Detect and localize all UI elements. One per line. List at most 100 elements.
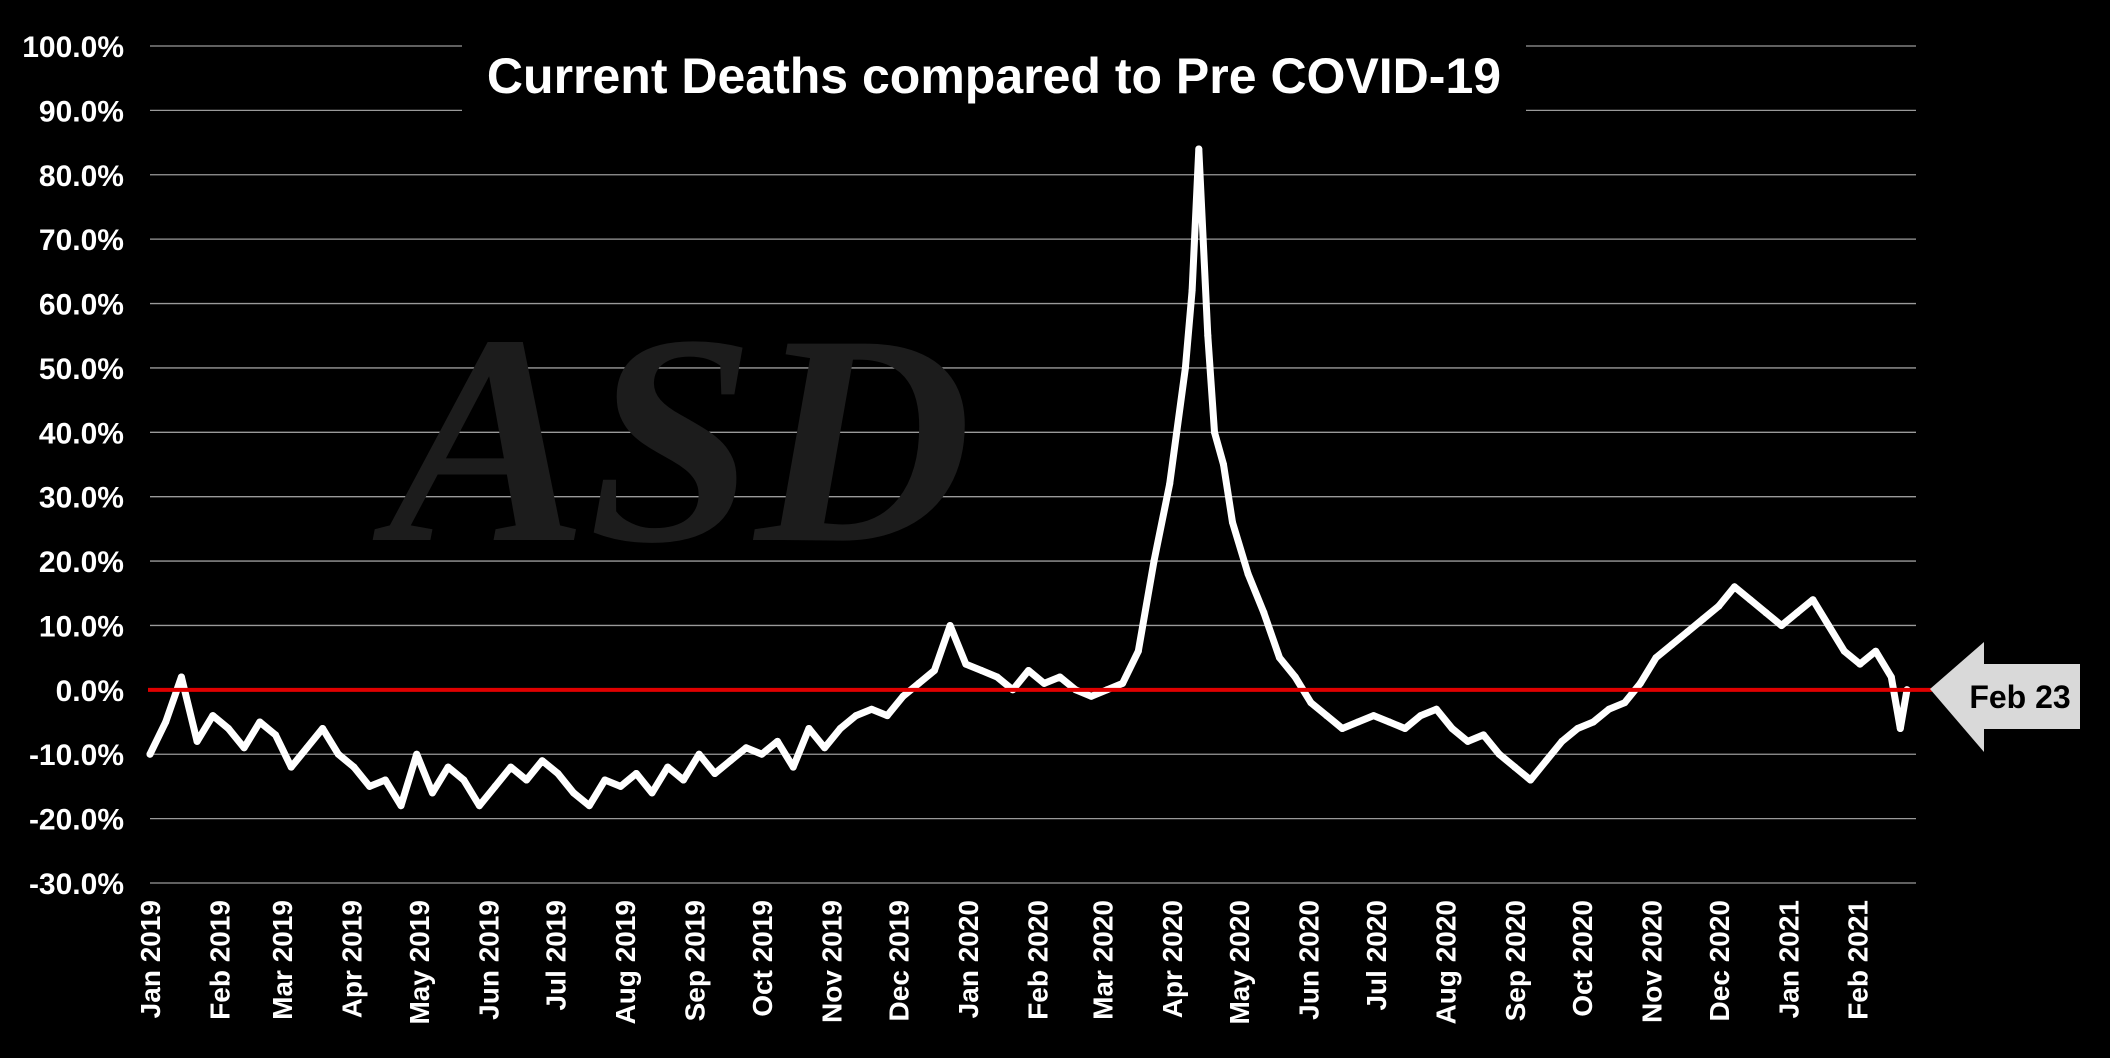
x-tick-label: Aug 2020 [1430,900,1461,1025]
data-point [601,776,609,784]
data-point [224,725,232,732]
data-point [350,763,358,771]
data-point [1683,628,1691,636]
data-point [1887,673,1895,681]
data-point [570,789,578,797]
data-point [240,744,248,752]
data-point [1731,583,1738,591]
data-point [381,776,389,784]
data-point [695,750,703,758]
data-point [523,776,530,784]
data-point [1195,145,1203,153]
chart-title-text: Current Deaths compared to Pre COVID-19 [487,48,1501,104]
data-point [632,770,640,777]
data-point [1840,647,1848,655]
data-point [1220,461,1227,468]
x-tick-label: Apr 2020 [1157,900,1188,1018]
data-point [993,673,1001,681]
data-point [491,782,499,790]
data-point [272,731,279,739]
data-point [1636,679,1644,687]
data-point [883,712,891,720]
data-point [585,802,593,810]
data-point [726,757,734,765]
y-tick-label: -30.0% [29,868,124,901]
data-point [1464,737,1472,745]
data-point [1605,705,1613,713]
data-point [1793,609,1801,617]
data-point [319,725,327,732]
data-point [946,622,954,629]
data-point [1574,725,1582,732]
data-point [413,750,421,758]
data-point [1291,673,1299,681]
data-point [287,763,295,771]
date-marker-arrow [1930,642,2080,752]
y-tick-label: 80.0% [39,160,124,193]
data-point [1323,712,1331,720]
x-tick-label: Aug 2019 [610,900,641,1025]
x-tick-label: Feb 2021 [1843,900,1874,1020]
data-point [162,718,170,726]
title-background [462,42,1526,112]
y-tick-label: 70.0% [39,224,124,257]
data-point [1040,679,1048,687]
data-point [554,770,562,777]
data-point [1762,609,1770,617]
data-point [1385,718,1393,726]
y-tick-label: -10.0% [29,739,124,772]
x-tick-label: Jul 2019 [541,900,572,1011]
data-point [1825,622,1833,629]
y-tick-label: 90.0% [39,95,124,128]
data-point [1166,480,1174,488]
data-point [460,776,468,784]
data-point [1150,557,1158,565]
data-point [1809,596,1817,604]
data-point [1211,428,1218,436]
data-point [821,744,829,752]
data-point [1495,750,1503,758]
data-point [1119,679,1127,687]
data-point [1542,757,1550,765]
data-point [836,725,844,732]
data-point [1652,654,1660,662]
data-point [1087,692,1095,700]
data-point [1354,718,1362,726]
x-tick-label: May 2020 [1224,900,1255,1025]
x-tick-label: Nov 2020 [1637,900,1668,1023]
data-point [1480,731,1487,739]
x-tick-label: Jun 2019 [473,900,504,1020]
data-point [1181,364,1189,372]
data-point [209,712,217,720]
y-tick-label: 60.0% [39,289,124,322]
data-point [334,750,342,758]
data-point [852,712,860,720]
data-point [742,744,750,752]
x-tick-label: Mar 2020 [1087,900,1118,1020]
data-point [1401,725,1409,732]
x-tick-label: Sep 2019 [680,900,711,1021]
data-point [193,737,201,745]
data-point [1307,699,1315,707]
x-axis-tick-labels: Jan 2019 Feb 2019 Mar 2019 Apr 2019 May 2019… [135,900,1874,1025]
data-point [915,679,923,687]
data-point [1338,725,1346,732]
watermark-text: ASD [369,273,971,605]
data-point [617,782,625,790]
date-marker: Feb 23 [1930,642,2080,752]
x-tick-label: Nov 2019 [816,900,847,1023]
data-point [397,802,405,810]
x-tick-label: Feb 2019 [204,900,235,1020]
data-point [1229,518,1236,526]
data-point [177,673,185,681]
data-point [1589,718,1597,726]
x-tick-label: Jan 2019 [135,900,166,1018]
data-point [507,763,515,771]
data-point [1448,725,1456,732]
data-point [679,776,687,784]
y-tick-label: 100.0% [22,31,124,64]
x-tick-label: Sep 2020 [1500,900,1531,1021]
x-tick-label: Feb 2020 [1022,900,1053,1020]
data-point [1204,332,1212,340]
